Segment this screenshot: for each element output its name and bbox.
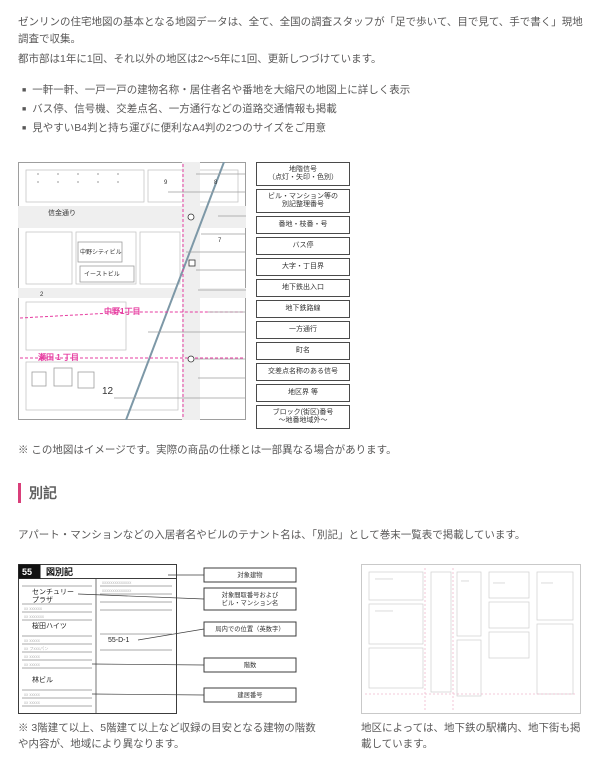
list-item: バス停、信号機、交差点名、一方通行などの道路交通情報も掲載 <box>22 100 583 119</box>
svg-text:xx xxxxx: xx xxxxx <box>24 662 41 667</box>
intro-text: ゼンリンの住宅地図の基本となる地図データは、全て、全国の調査スタッフが「足で歩い… <box>18 14 583 67</box>
main-map-svg: 信金通り 中野シティビル イーストビル 中野1丁目 瀬田 1 丁目 8 9 2 … <box>18 162 246 420</box>
legend-item: 地下鉄路線 <box>256 300 350 318</box>
bekki-left-caption: ※ 3階建て以上、5階建て以上など収録の目安となる建物の階数や内容が、地域により… <box>18 720 318 753</box>
svg-text:xx xxxxx: xx xxxxx <box>24 638 41 643</box>
svg-text:xx xxxxxx: xx xxxxxx <box>24 606 43 611</box>
svg-text:xxxxxxxxx: xxxxxxxxx <box>375 576 393 581</box>
svg-text:xx フxxxパン: xx フxxxパン <box>24 646 48 651</box>
svg-text:xxxxxxxxx: xxxxxxxxx <box>375 608 393 613</box>
svg-text:階数: 階数 <box>244 660 257 669</box>
svg-text:信金通り: 信金通り <box>48 208 76 217</box>
svg-text:中野シティビル: 中野シティビル <box>80 248 122 256</box>
svg-text:xxxx: xxxx <box>461 578 469 583</box>
legend-item: 地区界 等 <box>256 384 350 402</box>
bekki-lead-text: アパート・マンションなどの入居者名やビルのテナント名は、「別記」として巻末一覧表… <box>18 527 583 542</box>
svg-text:xxxxxx: xxxxxx <box>493 580 505 585</box>
legend-item: バス停 <box>256 237 350 255</box>
svg-text:図別記: 図別記 <box>46 566 73 577</box>
intro-line-2: 都市部は1年に1回、それ以外の地区は2〜5年に1回、更新しつづけています。 <box>18 51 583 68</box>
svg-text:桜田ハイツ: 桜田ハイツ <box>32 621 67 630</box>
bekki-right-caption: 地区によっては、地下鉄の駅構内、地下街も掲載しています。 <box>361 720 583 753</box>
legend-item: 交差点名称のある信号 <box>256 363 350 381</box>
svg-text:55: 55 <box>22 567 32 577</box>
svg-text:局内での位置（英数字）: 局内での位置（英数字） <box>215 624 284 633</box>
svg-text:建居番号: 建居番号 <box>237 690 262 699</box>
legend-item: 地下鉄出入口 <box>256 279 350 297</box>
list-item: 一軒一軒、一戸一戸の建物名称・居住者名や番地を大縮尺の地図上に詳しく表示 <box>22 81 583 100</box>
main-map-legend: 地階信号（点灯・矢印・色別） ビル・マンション等の別記整理番号 番地・枝番・号 … <box>256 162 350 432</box>
svg-text:林ビル: 林ビル <box>32 675 53 684</box>
legend-item: 一方通行 <box>256 321 350 339</box>
svg-text:中野1丁目: 中野1丁目 <box>104 306 140 316</box>
legend-item: ビル・マンション等の別記整理番号 <box>256 189 350 213</box>
section-heading-bekki: 別記 <box>18 483 583 503</box>
svg-text:12: 12 <box>102 386 114 397</box>
list-item: 見やすいB4判と持ち運びに便利なA4判の2つのサイズをご用意 <box>22 119 583 138</box>
feature-list: 一軒一軒、一戸一戸の建物名称・居住者名や番地を大縮尺の地図上に詳しく表示 バス停… <box>18 81 583 138</box>
bekki-listing-figure: 55 図別記 センチュリープラザ 桜田ハイツ 55-D-1 林ビル <box>18 564 318 753</box>
legend-item: 町名 <box>256 342 350 360</box>
intro-line-1: ゼンリンの住宅地図の基本となる地図データは、全て、全国の調査スタッフが「足で歩い… <box>18 14 583 48</box>
legend-item: 大字・丁目界 <box>256 258 350 276</box>
svg-text:対象間取番号およびビル・マンション名: 対象間取番号およびビル・マンション名 <box>222 590 279 607</box>
svg-text:xx xxxxxxx: xx xxxxxxx <box>24 614 45 619</box>
legend-item: ブロック(街区)番号〜地番地域外〜 <box>256 405 350 429</box>
svg-text:xx xxxxx: xx xxxxx <box>24 692 41 697</box>
svg-text:xxxxxxxxxxxxxx: xxxxxxxxxxxxxx <box>102 580 132 585</box>
legend-item: 地階信号（点灯・矢印・色別） <box>256 162 350 186</box>
main-map-caption: ※ この地図はイメージです。実際の商品の仕様とは一部異なる場合があります。 <box>18 442 583 457</box>
main-map-figure: 信金通り 中野シティビル イーストビル 中野1丁目 瀬田 1 丁目 8 9 2 … <box>18 162 583 432</box>
svg-text:xxxxxxxxxxxxxx: xxxxxxxxxxxxxx <box>102 588 132 593</box>
svg-text:イーストビル: イーストビル <box>84 270 120 278</box>
svg-text:xx xxxxx: xx xxxxx <box>24 700 41 705</box>
svg-text:対象建物: 対象建物 <box>237 570 262 579</box>
svg-text:瀬田 1 丁目: 瀬田 1 丁目 <box>38 352 79 362</box>
svg-text:xxxxxx: xxxxxx <box>541 580 553 585</box>
svg-text:xx xxxxx: xx xxxxx <box>24 654 41 659</box>
bekki-subway-figure: xxxxxxxxx xxxxxxxxx xxxx xxxxxx xxxxxx 地… <box>361 564 583 753</box>
svg-text:55-D-1: 55-D-1 <box>108 637 130 644</box>
legend-item: 番地・枝番・号 <box>256 216 350 234</box>
